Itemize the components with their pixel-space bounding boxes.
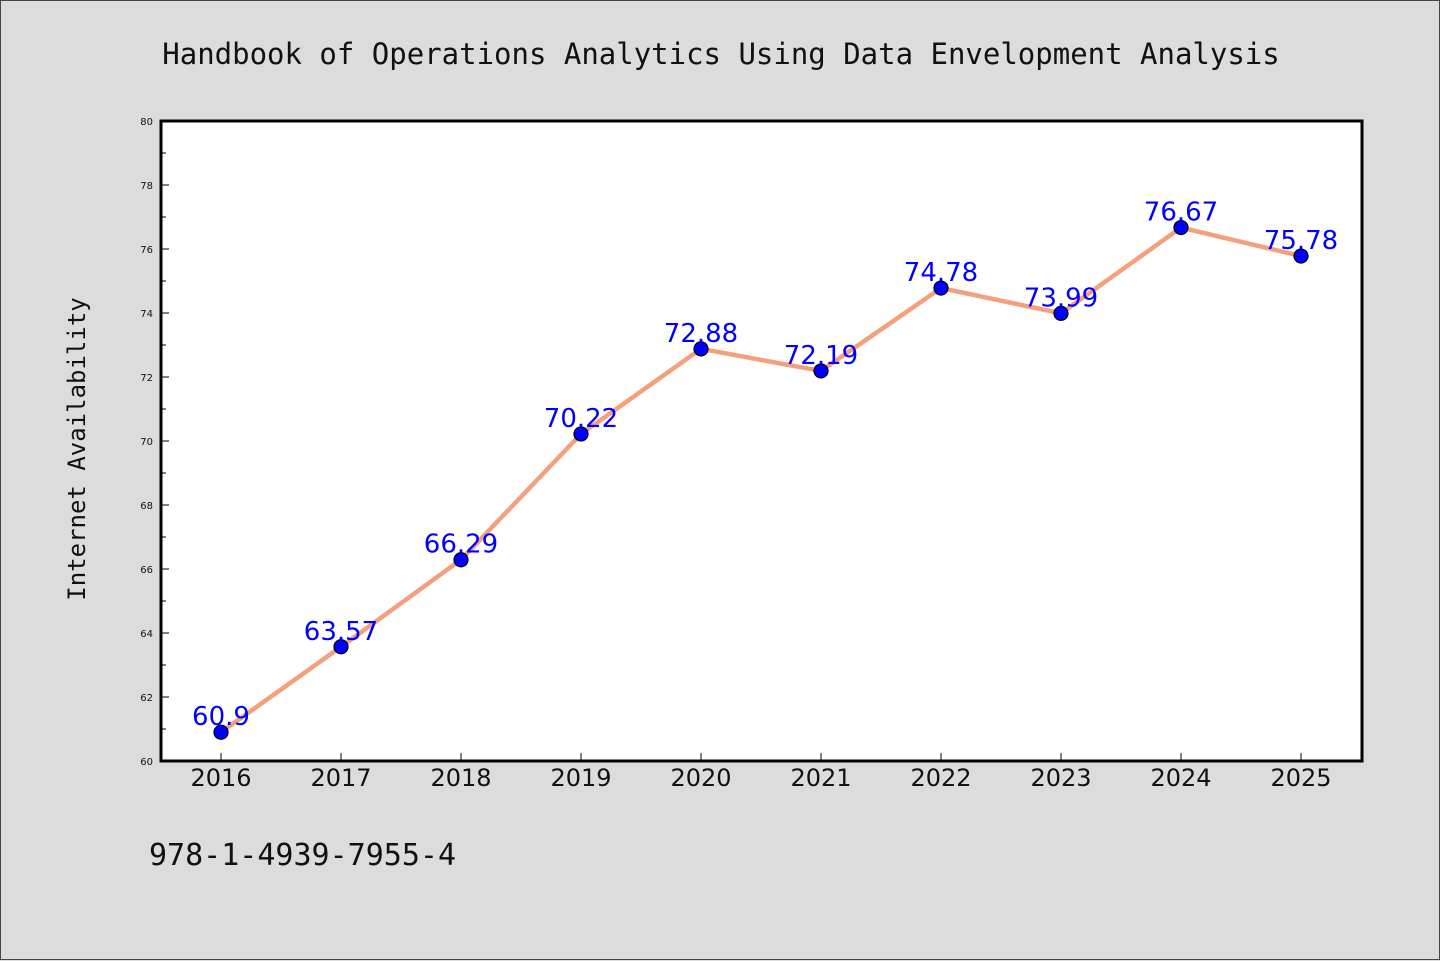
data-point (453, 552, 469, 568)
data-point (693, 341, 709, 357)
y-tick-label: 74 (140, 309, 153, 320)
x-tick-label: 2022 (910, 764, 971, 792)
data-point (1293, 248, 1309, 264)
y-tick-label: 76 (140, 245, 153, 256)
x-tick-label: 2024 (1150, 764, 1211, 792)
y-tick-label: 60 (140, 757, 153, 768)
data-label: 76.67 (1144, 198, 1218, 228)
data-point (1053, 305, 1069, 321)
data-label: 75.78 (1264, 226, 1338, 256)
data-point (1173, 219, 1189, 236)
x-tick-label: 2021 (790, 764, 851, 792)
y-axis-label: Internet Availability (63, 297, 91, 600)
x-tick-label: 2019 (550, 764, 611, 792)
x-tick-label: 2018 (430, 764, 491, 792)
x-tick-label: 2025 (1270, 764, 1331, 792)
plot-area (161, 121, 1362, 761)
data-label: 60.9 (192, 702, 250, 732)
x-axis-ticks: 2016 2017 2018 2019 2020 2021 2022 2023 2024 2025 (190, 753, 1332, 792)
data-label: 73.99 (1024, 283, 1098, 313)
y-tick-label: 68 (140, 501, 153, 512)
y-axis-ticks: 60 62 64 66 68 70 72 74 76 78 80 (140, 117, 169, 768)
y-tick-label: 62 (140, 693, 153, 704)
y-tick-label: 64 (140, 629, 153, 640)
plot-border (159, 119, 1364, 763)
data-label: 72.19 (784, 341, 858, 371)
y-tick-label: 80 (140, 117, 153, 128)
y-tick-label: 72 (140, 373, 153, 384)
data-point (813, 363, 829, 379)
y-tick-label: 70 (140, 437, 153, 448)
x-tick-label: 2017 (310, 764, 371, 792)
y-tick-label: 66 (140, 565, 153, 576)
data-point (573, 426, 589, 442)
data-label: 72.88 (664, 319, 738, 349)
data-label: 66.29 (424, 530, 498, 560)
y-tick-label: 78 (140, 181, 153, 192)
series-line (218, 225, 1304, 735)
x-tick-label: 2020 (670, 764, 731, 792)
x-tick-label: 2023 (1030, 764, 1091, 792)
data-labels: 60.9 63.57 66.29 70.22 72.88 72.19 74.78 73.99 7… (192, 198, 1338, 733)
data-label: 70.22 (544, 404, 618, 434)
data-point (933, 280, 949, 296)
data-label: 74.78 (904, 258, 978, 288)
x-tick-label: 2016 (190, 764, 251, 792)
chart-title: Handbook of Operations Analytics Using D… (162, 37, 1279, 71)
footer-isbn: 978-1-4939-7955-4 (149, 838, 456, 873)
data-label: 63.57 (304, 617, 378, 647)
data-point (213, 724, 229, 740)
data-point (333, 639, 349, 655)
series-layer (213, 219, 1309, 740)
